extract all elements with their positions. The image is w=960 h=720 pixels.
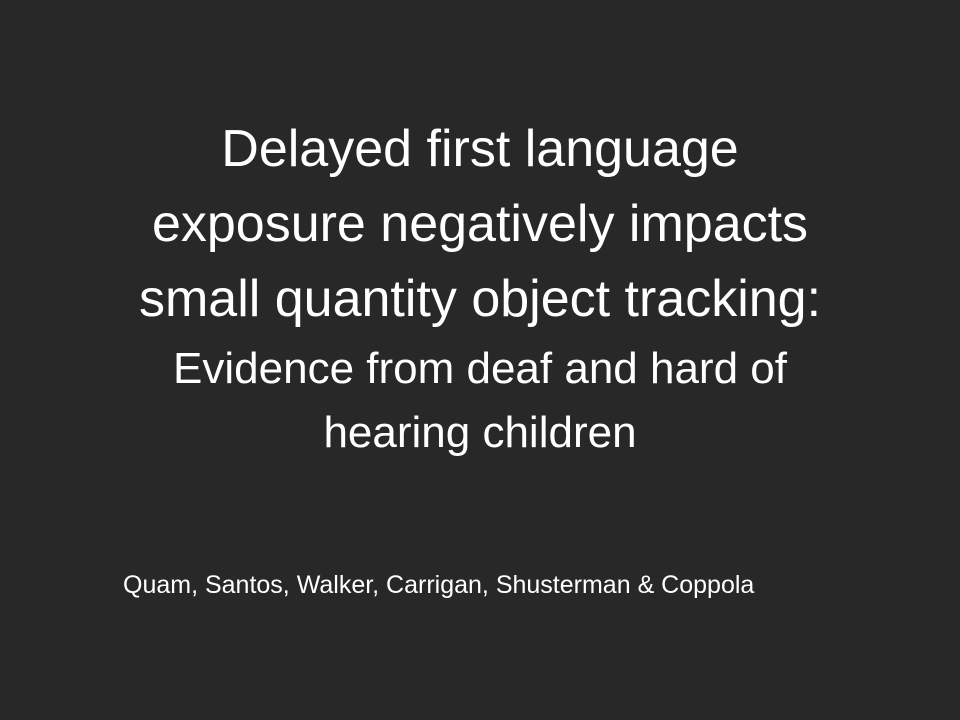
slide-title-line-1: Delayed first language (221, 120, 739, 178)
slide-subtitle-line-2: hearing children (323, 408, 637, 457)
slide-title-line-3: small quantity object tracking: (138, 270, 822, 328)
slide-title-line-2: exposure negatively impacts (151, 195, 809, 253)
slide-title-block: Delayed first language exposure negative… (0, 112, 960, 465)
slide-subtitle-line-1: Evidence from deaf and hard of (173, 344, 787, 393)
slide-authors: Quam, Santos, Walker, Carrigan, Shusterm… (123, 571, 755, 599)
